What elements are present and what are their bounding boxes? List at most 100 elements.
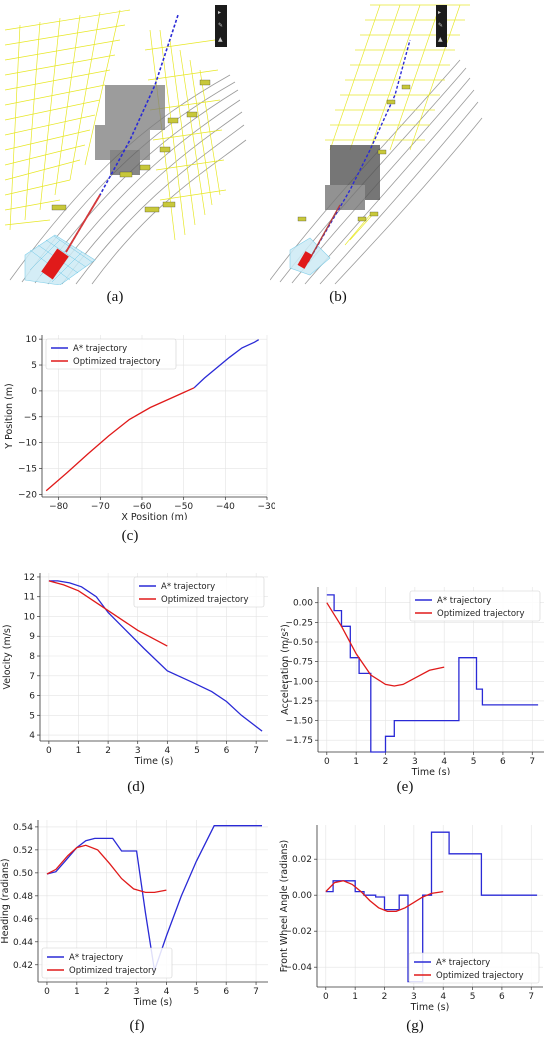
x-tick-label: 1	[352, 992, 358, 1002]
legend-label: Optimized trajectory	[437, 609, 525, 619]
legend-label: Optimized trajectory	[436, 971, 524, 981]
x-tick-label: 4	[164, 987, 170, 997]
svg-text:▸: ▸	[438, 9, 441, 16]
y-tick-label: 0.54	[13, 823, 33, 833]
legend-label: Optimized trajectory	[161, 595, 249, 605]
x-axis-label: Time (s)	[411, 767, 451, 775]
chart-g-svg: 0 1 2 3 4 5 6 7 0.02 0.00 −0.02 −0.04 Time (s) Front …	[279, 825, 543, 1013]
y-tick-label: −1.25	[285, 697, 313, 707]
legend-label: A* trajectory	[69, 953, 123, 963]
scene-b: ▸ ✎ ▲	[269, 0, 550, 285]
y-tick-label: −0.25	[285, 618, 313, 628]
x-tick-label: 4	[164, 746, 170, 756]
x-tick-label: 2	[104, 987, 110, 997]
x-tick-label: 3	[412, 757, 418, 767]
series-line-optimized	[48, 580, 168, 647]
x-tick-label: 3	[135, 746, 141, 756]
x-tick-label: 0	[324, 757, 330, 767]
y-tick-label: 5	[29, 711, 35, 721]
y-tick-label: 12	[24, 573, 35, 583]
caption-f: (f)	[129, 1018, 145, 1034]
svg-text:▲: ▲	[218, 36, 223, 43]
x-tick-label: 2	[382, 992, 388, 1002]
x-tick-label: 6	[499, 992, 505, 1002]
x-tick-label: −50	[174, 502, 193, 512]
series-line-astar	[193, 339, 260, 389]
x-tick-label: 7	[529, 757, 535, 767]
x-tick-label: 5	[470, 992, 476, 1002]
x-tick-label: 6	[500, 757, 506, 767]
legend-box	[409, 590, 541, 622]
scene-a: ▸ ✎ ▲	[0, 0, 270, 286]
y-tick-label: 9	[29, 632, 35, 642]
x-tick-label: 7	[253, 746, 259, 756]
legend-label: Optimized trajectory	[69, 966, 157, 976]
caption-c: (c)	[121, 528, 139, 544]
x-tick-label: 7	[528, 992, 534, 1002]
x-tick-label: 1	[353, 757, 359, 767]
chart-c: −80 −70 −60 −50 −40 −30 −20 −15 −10 −5 0 5 10 X Posit…	[0, 325, 277, 523]
chart-g: 0 1 2 3 4 5 6 7 0.02 0.00 −0.02 −0.04 Time (s) Front …	[273, 815, 550, 1015]
legend-label: A* trajectory	[436, 958, 490, 968]
y-tick-label: 0.02	[292, 855, 312, 865]
caption-e: (e)	[396, 779, 414, 795]
chart-f: 0 1 2 3 4 5 6 7 0.42 0.44 0.46 0.48 0.50 0.52 0.54 Time…	[0, 812, 275, 1012]
y-tick-label: 5	[31, 361, 37, 371]
x-tick-label: 1	[74, 987, 80, 997]
y-tick-label: 4	[29, 731, 35, 741]
x-tick-label: 5	[471, 757, 477, 767]
caption-b: (b)	[329, 289, 347, 305]
y-tick-label: 0.42	[13, 961, 33, 971]
y-tick-label: −1.50	[285, 717, 313, 727]
x-tick-label: 5	[194, 746, 200, 756]
legend-label: A* trajectory	[73, 344, 127, 354]
y-tick-label: 10	[24, 612, 36, 622]
y-tick-label: 0.44	[13, 938, 33, 948]
legend-label: A* trajectory	[161, 582, 215, 592]
y-tick-label: 8	[29, 652, 35, 662]
y-tick-label: −10	[18, 439, 37, 449]
y-tick-label: −1.75	[285, 736, 313, 746]
series-line-optimized	[326, 602, 445, 687]
x-tick-label: 0	[323, 992, 329, 1002]
y-tick-label: −1.00	[285, 677, 313, 687]
x-tick-label: 4	[440, 992, 446, 1002]
y-tick-label: −0.75	[285, 658, 313, 668]
x-tick-label: −30	[258, 502, 276, 512]
chart-f-svg: 0 1 2 3 4 5 6 7 0.42 0.44 0.46 0.48 0.50 0.52 0.54 Time…	[0, 820, 268, 1008]
series-line-astar	[46, 825, 262, 971]
series-line-astar	[326, 594, 539, 753]
caption-d: (d)	[127, 779, 145, 795]
x-tick-label: 5	[193, 987, 199, 997]
x-axis-label: Time (s)	[410, 1002, 450, 1013]
legend-box	[133, 576, 265, 608]
x-tick-label: 3	[134, 987, 140, 997]
y-tick-label: 0.00	[293, 599, 313, 609]
x-tick-label: 0	[44, 987, 50, 997]
legend-label: Optimized trajectory	[73, 357, 161, 367]
y-tick-label: 0.50	[13, 869, 33, 879]
x-tick-label: 1	[76, 746, 82, 756]
y-axis-label: Y Position (m)	[4, 383, 15, 450]
x-tick-label: 2	[105, 746, 111, 756]
series-line-optimized	[45, 387, 195, 492]
y-tick-label: −5	[24, 413, 37, 423]
y-tick-label: 0	[31, 387, 37, 397]
y-tick-label: 0.00	[292, 891, 312, 901]
x-tick-label: 2	[383, 757, 389, 767]
series-line-astar	[48, 580, 263, 732]
x-tick-label: 4	[441, 757, 447, 767]
chart-d: 0 1 2 3 4 5 6 7 4 5 6 7 8 9 10 11 12 Time (s) Velocity (m/…	[0, 565, 275, 775]
series-line-optimized	[46, 844, 167, 894]
y-axis-label: Front Wheel Angle (radians)	[279, 840, 290, 972]
x-tick-label: 6	[224, 746, 230, 756]
x-tick-label: −70	[91, 502, 110, 512]
legend-box	[41, 947, 173, 979]
x-axis-label: Time (s)	[133, 997, 173, 1008]
y-tick-label: 11	[24, 593, 35, 603]
x-axis-label: Time (s)	[134, 756, 174, 767]
y-tick-label: −0.04	[284, 963, 312, 973]
x-tick-label: 3	[411, 992, 417, 1002]
